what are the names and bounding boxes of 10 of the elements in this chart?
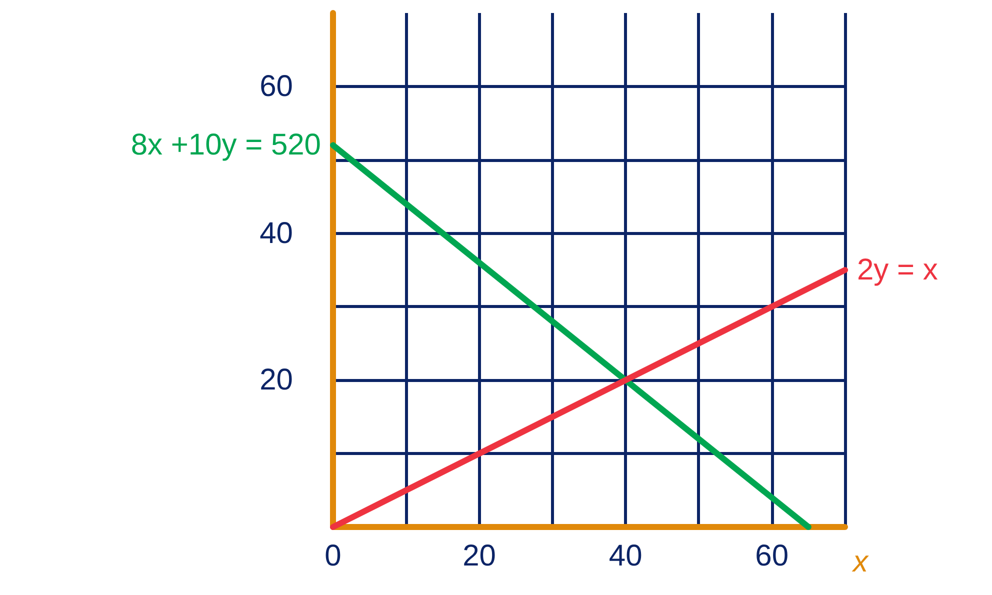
y-tick-label: 20 [260,364,293,397]
x-tick-label: 20 [462,540,496,572]
x-tick-label: 60 [755,540,789,572]
series-label: 2y = x [857,254,938,286]
y-tick-label: 40 [260,216,293,250]
y-tick-label: 60 [260,70,293,103]
x-tick-label: 0 [324,540,342,572]
x-tick-label: 40 [608,540,642,572]
series-label: 8x +10y = 520 [130,128,321,162]
x-axis-title: x [851,546,869,578]
